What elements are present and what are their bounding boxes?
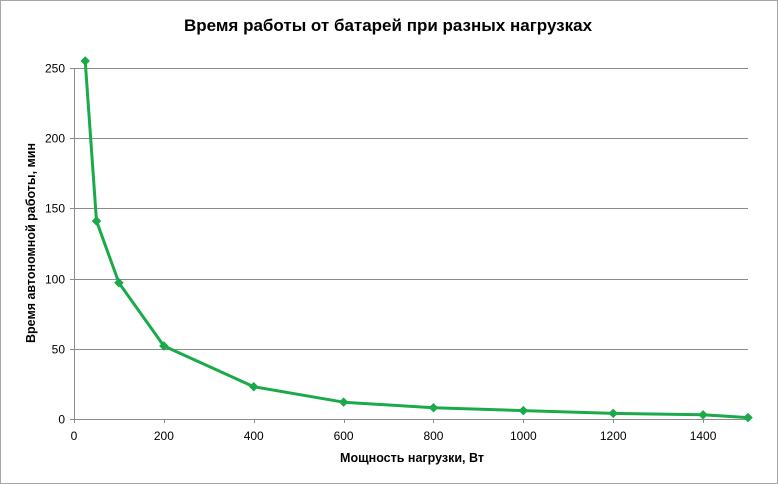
data-point-200 <box>159 341 169 351</box>
x-tick-label-1400: 1400 <box>690 429 717 443</box>
x-tick-label-1000: 1000 <box>510 429 537 443</box>
x-tick-labels: 0 200 400 600 800 1000 1200 1400 <box>71 429 717 443</box>
x-tick-label-800: 800 <box>423 429 443 443</box>
y-tick-label-250: 250 <box>45 62 65 76</box>
series-line <box>83 59 750 420</box>
x-tick-label-400: 400 <box>244 429 264 443</box>
data-point-100 <box>114 277 124 288</box>
x-tick-label-600: 600 <box>334 429 354 443</box>
x-tick-label-1200: 1200 <box>600 429 627 443</box>
y-tick-label-0: 0 <box>58 413 65 427</box>
data-point-400 <box>248 381 259 392</box>
x-tick-label-200: 200 <box>154 429 174 443</box>
x-axis-label: Мощность нагрузки, Вт <box>340 451 484 465</box>
data-point-800 <box>428 402 439 413</box>
data-point-1400 <box>698 409 708 420</box>
data-point-1500 <box>743 412 753 423</box>
chart-title: Время работы от батарей при разных нагру… <box>184 16 593 35</box>
data-point-600 <box>338 397 349 408</box>
x-tick-label-0: 0 <box>71 429 78 443</box>
data-point-50 <box>91 216 102 226</box>
y-tick-label-200: 200 <box>45 132 65 146</box>
axes <box>70 68 748 423</box>
data-series <box>80 56 753 423</box>
data-point-1200 <box>608 408 619 419</box>
y-tick-label-50: 50 <box>52 343 66 357</box>
y-axis-label: Время автономной работы, мин <box>24 143 38 343</box>
gridlines <box>74 68 748 350</box>
y-tick-label-150: 150 <box>45 202 65 216</box>
data-point-25 <box>80 56 91 66</box>
y-tick-labels: 0 50 100 150 200 250 <box>45 62 65 427</box>
y-tick-label-100: 100 <box>45 273 65 287</box>
data-point-1000 <box>518 405 529 416</box>
